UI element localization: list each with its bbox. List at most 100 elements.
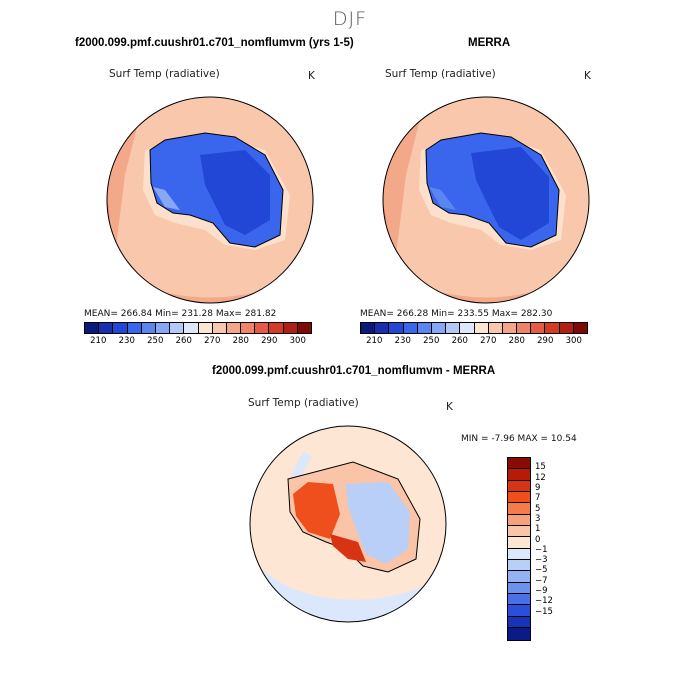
map-boundary xyxy=(382,96,590,304)
antarctic-peninsula xyxy=(429,187,456,210)
units-label-model: K xyxy=(308,70,315,82)
colorbar-swatch xyxy=(502,323,518,333)
colorbar-swatch xyxy=(361,323,376,333)
model-polar-map xyxy=(106,96,314,304)
colorbar-tick-label: 15 xyxy=(535,462,546,473)
colorbar-tick-label: −9 xyxy=(535,586,548,597)
panel-title-difference: f2000.099.pmf.cuushr01.c701_nomflumvm - … xyxy=(212,365,496,377)
colorbar-swatch xyxy=(508,503,530,515)
colorbar-swatch xyxy=(127,323,142,333)
colorbar-tick-label: −7 xyxy=(535,575,548,586)
antarctica-cold-core xyxy=(200,150,270,235)
colorbar-tick-label: 0 xyxy=(535,534,541,545)
colorbar-tick-label: −12 xyxy=(535,596,553,607)
colorbar-swatch xyxy=(460,323,475,333)
colorbar-swatch xyxy=(389,323,404,333)
colorbar-swatch xyxy=(508,605,530,617)
map-boundary xyxy=(249,425,447,623)
colorbar-tick-label: 5 xyxy=(535,503,541,514)
colorbar-tick-label: 210 xyxy=(90,336,107,346)
colorbar-tick-label: 210 xyxy=(366,336,383,346)
variable-label-model: Surf Temp (radiative) xyxy=(109,68,220,80)
colorbar-swatch xyxy=(508,537,530,549)
units-label-merra: K xyxy=(584,70,591,82)
colorbar-swatch xyxy=(508,526,530,538)
colorbar-tick-label: 270 xyxy=(480,336,497,346)
colorbar-difference xyxy=(507,457,531,641)
colorbar-swatch xyxy=(508,492,530,504)
colorbar-swatch xyxy=(269,323,284,333)
units-label-difference: K xyxy=(446,401,453,413)
variable-label-merra: Surf Temp (radiative) xyxy=(385,68,496,80)
colorbar-tick-label: 290 xyxy=(261,336,278,346)
colorbar-swatch xyxy=(446,323,461,333)
colorbar-swatch xyxy=(508,560,530,572)
colorbar-swatch xyxy=(431,323,447,333)
colorbar-swatch xyxy=(508,582,530,595)
colorbar-swatch xyxy=(508,469,530,481)
colorbar-swatch xyxy=(113,323,128,333)
colorbar-tick-label: −5 xyxy=(535,565,548,576)
colorbar-swatch xyxy=(508,458,530,470)
colorbar-swatch xyxy=(241,323,256,333)
stats-merra: MEAN= 266.28 Min= 233.55 Max= 282.30 xyxy=(360,309,553,319)
colorbar-swatch xyxy=(508,480,530,493)
colorbar-tick-label: 230 xyxy=(394,336,411,346)
colorbar-difference-ticks: 15 12 9 7 5 3 1 0 −1 −3 −5 −7 −9 −12 −15 xyxy=(535,457,575,622)
colorbar-tick-label: −3 xyxy=(535,555,548,566)
colorbar-swatch xyxy=(417,323,432,333)
colorbar-swatch xyxy=(141,323,156,333)
warm-anomaly-ross xyxy=(330,534,366,562)
colorbar-swatch xyxy=(508,548,530,561)
colorbar-swatch xyxy=(283,323,298,333)
colorbar-swatch xyxy=(375,323,390,333)
colorbar-swatch xyxy=(297,323,311,333)
colorbar-swatch xyxy=(99,323,114,333)
colorbar-tick-label: 250 xyxy=(423,336,440,346)
colorbar-tick-label: 9 xyxy=(535,482,541,493)
colorbar-swatch xyxy=(255,323,270,333)
colorbar-swatch xyxy=(559,323,574,333)
stats-model: MEAN= 266.84 Min= 231.28 Max= 281.82 xyxy=(84,309,277,319)
colorbar-swatch xyxy=(508,571,530,583)
colorbar-model: 210 230 250 260 270 280 290 300 xyxy=(84,322,312,346)
colorbar-merra: 210 230 250 260 270 280 290 300 xyxy=(360,322,588,346)
season-title: DJF xyxy=(332,8,368,30)
merra-polar-map xyxy=(382,96,590,304)
colorbar-swatch xyxy=(155,323,171,333)
colorbar-swatch xyxy=(474,323,489,333)
colorbar-swatch xyxy=(198,323,213,333)
stats-difference: MIN = -7.96 MAX = 10.54 xyxy=(461,434,577,444)
cool-anomaly-east-antarctica xyxy=(346,482,410,564)
map-boundary xyxy=(106,96,314,304)
colorbar-swatch xyxy=(517,323,532,333)
colorbar-swatch xyxy=(573,323,587,333)
colorbar-swatch xyxy=(488,323,503,333)
colorbar-tick-label: 230 xyxy=(118,336,135,346)
colorbar-tick-label: 1 xyxy=(535,524,541,535)
colorbar-swatch xyxy=(212,323,227,333)
antarctica-cold-core xyxy=(471,147,549,240)
colorbar-tick-label: 250 xyxy=(147,336,164,346)
colorbar-swatch xyxy=(170,323,185,333)
colorbar-swatch xyxy=(508,514,530,527)
colorbar-swatch xyxy=(545,323,560,333)
colorbar-tick-label: 300 xyxy=(289,336,306,346)
panel-title-model: f2000.099.pmf.cuushr01.c701_nomflumvm (y… xyxy=(75,37,354,49)
antarctic-peninsula xyxy=(153,187,180,210)
colorbar-swatch xyxy=(85,323,100,333)
colorbar-tick-label: −15 xyxy=(535,606,553,617)
panel-title-merra: MERRA xyxy=(468,37,511,49)
colorbar-swatch xyxy=(184,323,199,333)
colorbar-tick-label: −1 xyxy=(535,544,548,555)
colorbar-tick-label: 280 xyxy=(232,336,249,346)
colorbar-tick-label: 7 xyxy=(535,493,541,504)
colorbar-tick-label: 280 xyxy=(508,336,525,346)
colorbar-swatch xyxy=(226,323,242,333)
warm-anomaly-west xyxy=(293,482,340,539)
colorbar-swatch xyxy=(531,323,546,333)
colorbar-tick-label: 270 xyxy=(204,336,221,346)
colorbar-tick-label: 3 xyxy=(535,513,541,524)
colorbar-tick-label: 260 xyxy=(451,336,468,346)
colorbar-tick-label: 300 xyxy=(565,336,582,346)
